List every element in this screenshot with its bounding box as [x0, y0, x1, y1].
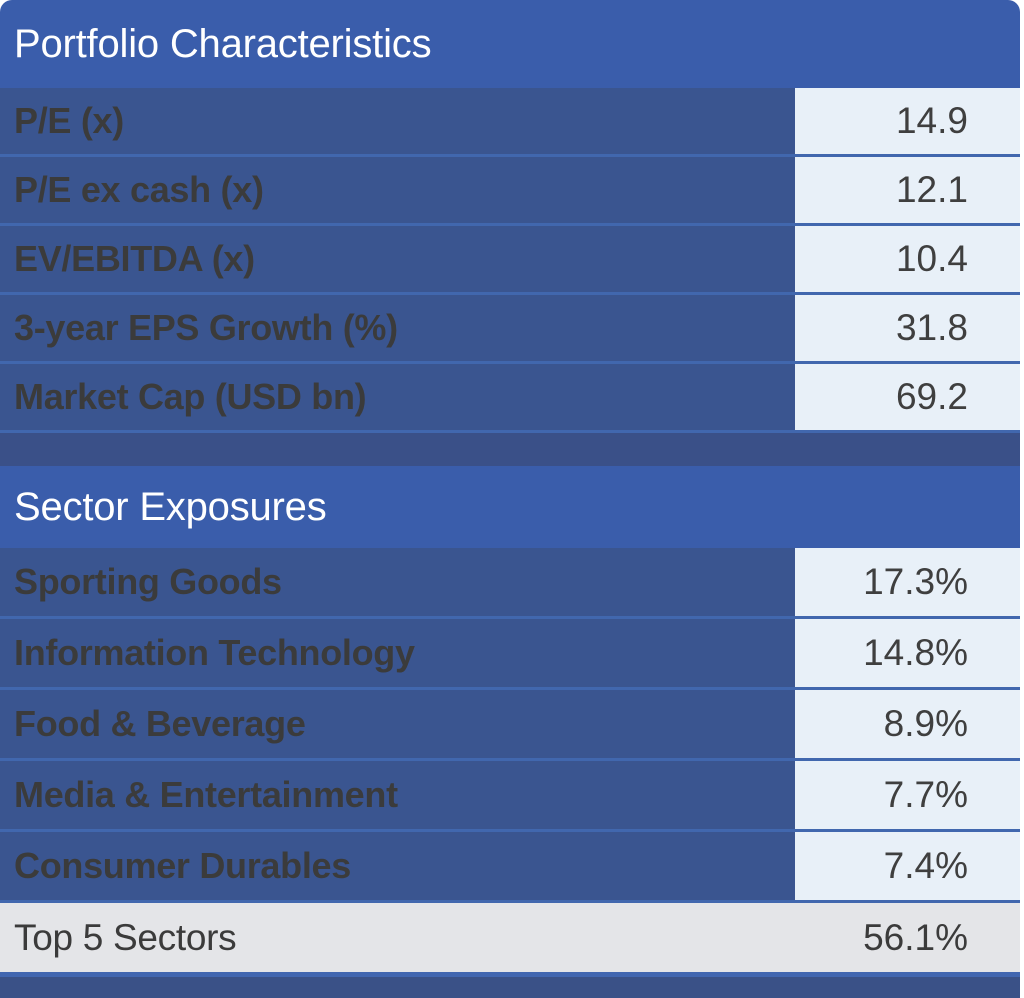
top5-sectors-label: Top 5 Sectors — [14, 916, 237, 958]
sector-table-title: Sector Exposures — [14, 484, 327, 529]
row-value: 14.9 — [795, 88, 1020, 154]
top5-sectors-total-row: Top 5 Sectors 56.1% — [0, 903, 1020, 972]
row-label: Market Cap (USD bn) — [0, 364, 795, 430]
row-label: Media & Entertainment — [0, 761, 795, 829]
table-row: Market Cap (USD bn) 69.2 — [0, 364, 1020, 433]
table-row: P/E (x) 14.9 — [0, 88, 1020, 157]
sector-table-rows: Sporting Goods 17.3% Information Technolog… — [0, 548, 1020, 903]
table-row: Media & Entertainment 7.7% — [0, 761, 1020, 832]
table-row: Food & Beverage 8.9% — [0, 690, 1020, 761]
row-label: EV/EBITDA (x) — [0, 226, 795, 292]
table-row: Consumer Durables 7.4% — [0, 832, 1020, 903]
table-row: Information Technology 14.8% — [0, 619, 1020, 690]
top5-sectors-value: 56.1% — [863, 916, 968, 958]
table-row: 3-year EPS Growth (%) 31.8 — [0, 295, 1020, 364]
row-value: 69.2 — [795, 364, 1020, 430]
table-row: P/E ex cash (x) 12.1 — [0, 157, 1020, 226]
portfolio-table-rows: P/E (x) 14.9 P/E ex cash (x) 12.1 EV/EBITDA … — [0, 88, 1020, 433]
row-label: Sporting Goods — [0, 548, 795, 616]
row-label: P/E (x) — [0, 88, 795, 154]
row-value: 17.3% — [795, 548, 1020, 616]
row-value: 8.9% — [795, 690, 1020, 758]
portfolio-characteristics-table: Portfolio Characteristics P/E (x) 14.9 P/E… — [0, 0, 1020, 466]
table-row: EV/EBITDA (x) 10.4 — [0, 226, 1020, 295]
sector-exposures-table: Sector Exposures Sporting Goods 17.3% Info… — [0, 466, 1020, 998]
row-label: Food & Beverage — [0, 690, 795, 758]
portfolio-table-title: Portfolio Characteristics — [14, 21, 432, 66]
row-value: 14.8% — [795, 619, 1020, 687]
portfolio-table-header: Portfolio Characteristics — [0, 0, 1020, 88]
sector-table-header: Sector Exposures — [0, 466, 1020, 548]
row-value: 7.7% — [795, 761, 1020, 829]
row-label: Consumer Durables — [0, 832, 795, 900]
row-value: 7.4% — [795, 832, 1020, 900]
table-spacer-band — [0, 433, 1020, 466]
row-label: 3-year EPS Growth (%) — [0, 295, 795, 361]
row-value: 31.8 — [795, 295, 1020, 361]
row-label: Information Technology — [0, 619, 795, 687]
table-row: Sporting Goods 17.3% — [0, 548, 1020, 619]
footer-band — [0, 977, 1020, 998]
row-value: 12.1 — [795, 157, 1020, 223]
footer-accent-line — [0, 972, 1020, 977]
row-label: P/E ex cash (x) — [0, 157, 795, 223]
row-value: 10.4 — [795, 226, 1020, 292]
